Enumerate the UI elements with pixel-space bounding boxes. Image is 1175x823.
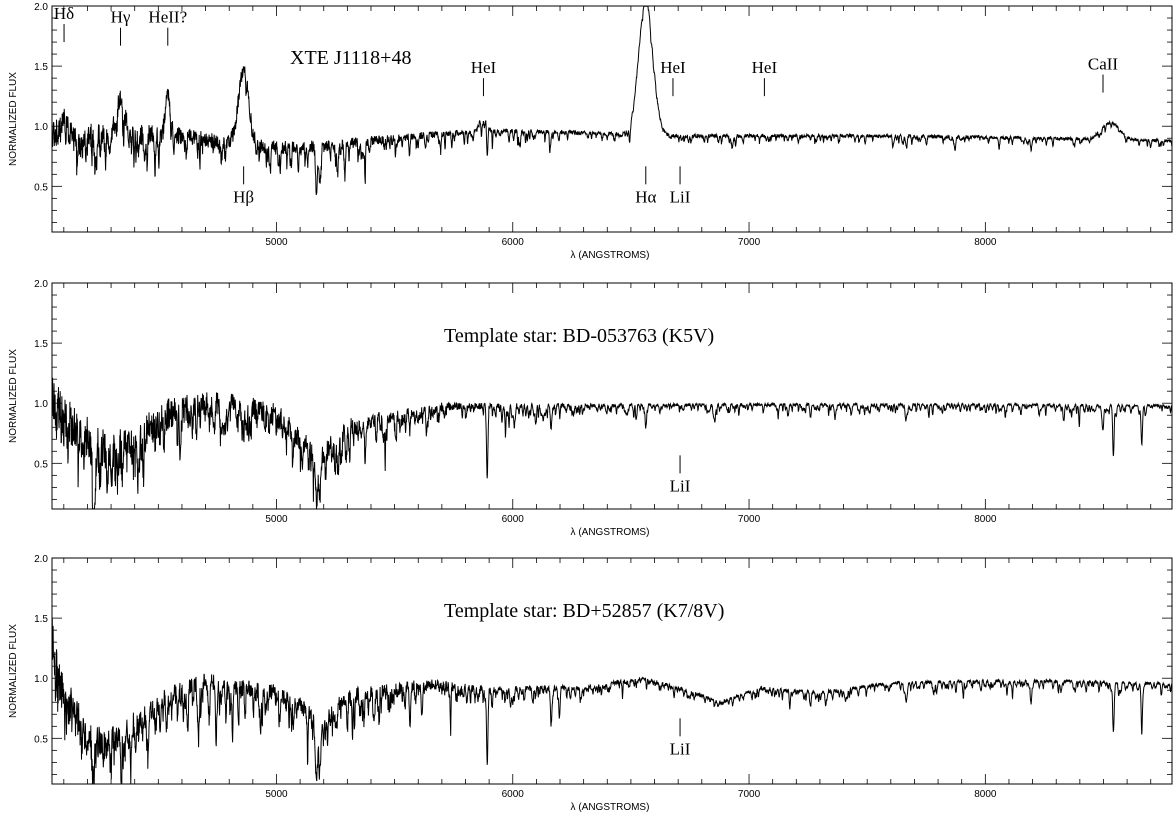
y-axis-label: NORMALIZED FLUX xyxy=(8,624,19,718)
x-tick-label: 8000 xyxy=(974,237,997,248)
x-axis-label: λ (ANGSTROMS) xyxy=(571,527,650,538)
line-id-label: Hβ xyxy=(233,187,254,206)
x-tick-label: 7000 xyxy=(738,514,761,525)
y-axis-label: NORMALIZED FLUX xyxy=(8,349,19,443)
y-tick-label: 0.5 xyxy=(34,734,48,745)
x-tick-label: 6000 xyxy=(502,237,525,248)
y-tick-label: 1.5 xyxy=(34,614,48,625)
y-tick-label: 2.0 xyxy=(34,554,48,565)
line-id-label: Hα xyxy=(635,187,656,206)
y-tick-label: 1.0 xyxy=(34,674,48,685)
y-tick-label: 0.5 xyxy=(34,182,48,193)
x-tick-label: 8000 xyxy=(974,514,997,525)
x-tick-label: 7000 xyxy=(738,237,761,248)
plot-frame xyxy=(51,5,1173,233)
spectrum-line xyxy=(51,5,1173,195)
x-axis-label: λ (ANGSTROMS) xyxy=(571,802,650,813)
plot-frame xyxy=(51,557,1173,785)
line-id-label: HeI xyxy=(752,58,778,77)
panel-title: Template star: BD+52857 (K7/8V) xyxy=(444,600,724,622)
x-tick-label: 7000 xyxy=(738,789,761,800)
line-id-label: LiI xyxy=(670,476,691,495)
x-tick-label: 8000 xyxy=(974,789,997,800)
line-id-label: HeII? xyxy=(148,8,187,27)
spectrum-panel-1: 5000 6000 7000 8000 0.5 1.0 1.5 2.0 λ (ANGSTROMS… xyxy=(8,2,1173,261)
y-tick-label: 1.5 xyxy=(34,339,48,350)
panel-title: Template star: BD-053763 (K5V) xyxy=(444,325,714,347)
line-id-label: CaII xyxy=(1088,55,1119,74)
line-id-label: LiI xyxy=(670,187,691,206)
y-tick-label: 1.0 xyxy=(34,122,48,133)
panel-title: XTE J1118+48 xyxy=(290,47,411,69)
x-tick-label: 5000 xyxy=(265,514,288,525)
spectrum-line xyxy=(51,616,1173,785)
line-id-label: Hδ xyxy=(54,4,74,23)
x-tick-label: 5000 xyxy=(265,789,288,800)
spectrum-panel-3: 5000 6000 7000 8000 0.5 1.0 1.5 2.0 λ (ANGSTROMS… xyxy=(8,554,1173,813)
line-id-label: HeI xyxy=(660,58,686,77)
x-tick-label: 6000 xyxy=(502,514,525,525)
y-tick-label: 1.5 xyxy=(34,62,48,73)
line-id-label: LiI xyxy=(670,739,691,758)
y-tick-label: 0.5 xyxy=(34,459,48,470)
line-id-label: HeI xyxy=(471,58,497,77)
y-axis-label: NORMALIZED FLUX xyxy=(8,72,19,166)
y-tick-label: 2.0 xyxy=(34,279,48,290)
spectrum-line xyxy=(51,377,1173,510)
x-tick-label: 5000 xyxy=(265,237,288,248)
y-tick-label: 2.0 xyxy=(34,2,48,13)
x-axis-label: λ (ANGSTROMS) xyxy=(571,250,650,261)
plot-frame xyxy=(51,282,1173,510)
line-id-label: Hγ xyxy=(111,8,131,27)
y-tick-label: 1.0 xyxy=(34,399,48,410)
spectrum-panel-2: 5000 6000 7000 8000 0.5 1.0 1.5 2.0 λ (ANGSTROMS… xyxy=(8,279,1173,538)
x-tick-label: 6000 xyxy=(502,789,525,800)
